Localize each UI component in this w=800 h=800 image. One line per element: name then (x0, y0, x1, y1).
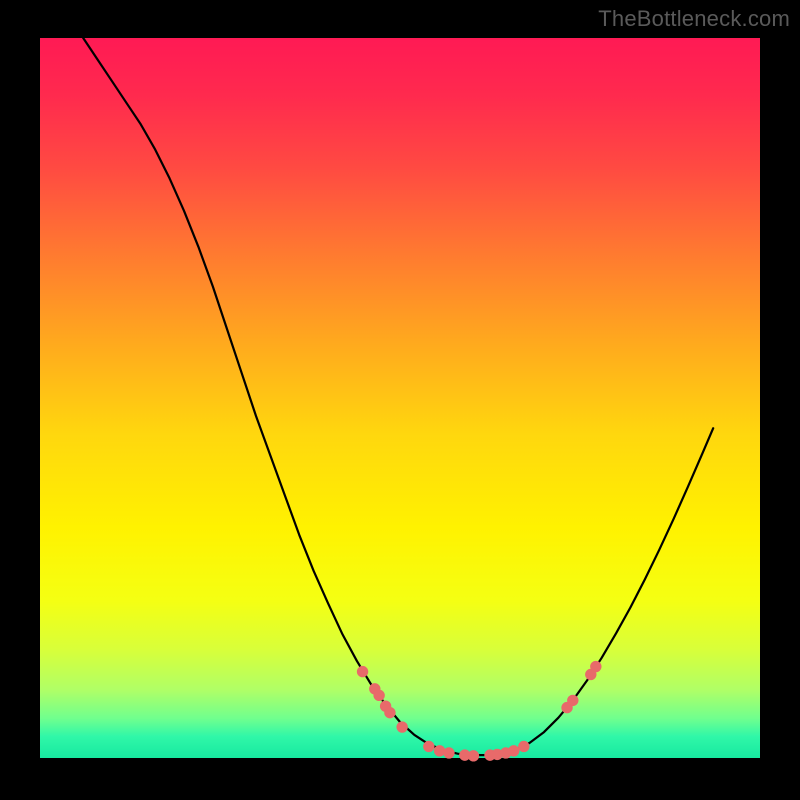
data-marker (374, 690, 384, 700)
data-marker (424, 741, 434, 751)
data-marker (397, 722, 407, 732)
data-marker (357, 666, 367, 676)
data-marker (568, 695, 578, 705)
data-marker (509, 746, 519, 756)
data-marker (519, 741, 529, 751)
data-marker (591, 661, 601, 671)
data-marker (385, 707, 395, 717)
chart-container: TheBottleneck.com (0, 0, 800, 800)
data-marker (434, 746, 444, 756)
plot-svg (40, 38, 760, 758)
data-marker (444, 748, 454, 758)
watermark-text: TheBottleneck.com (598, 6, 790, 32)
gradient-background (40, 38, 760, 758)
plot-area (40, 38, 760, 758)
data-marker (468, 751, 478, 761)
